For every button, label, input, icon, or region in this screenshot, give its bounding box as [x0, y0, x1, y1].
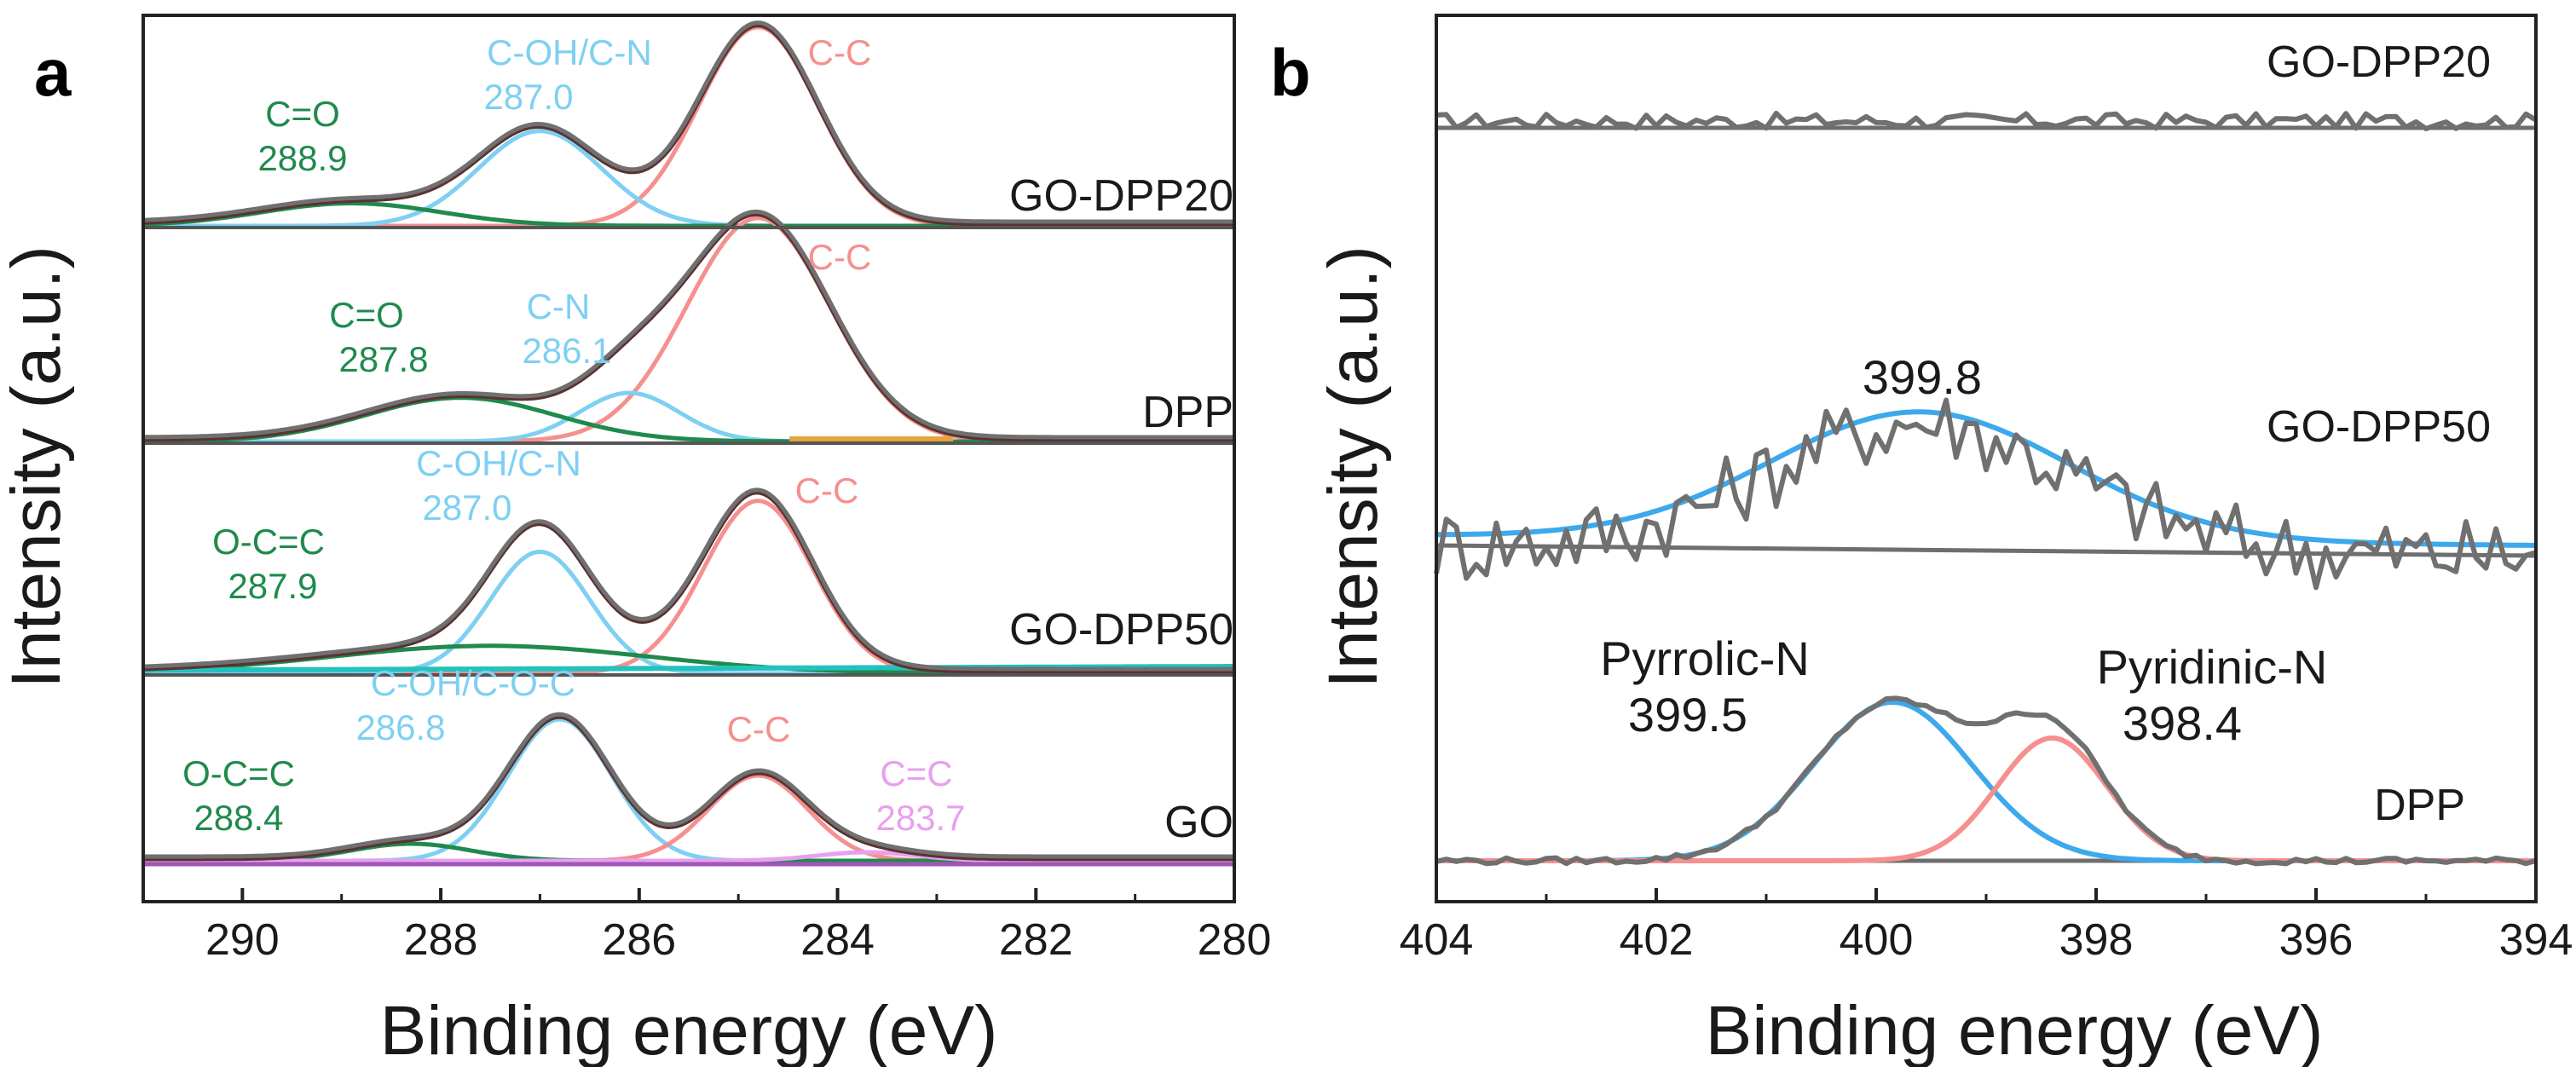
panel-a-go-fit	[143, 712, 1234, 862]
peak-label-dpp-c-n: C-N	[527, 286, 591, 326]
panel-a-label-go-dpp20: GO-DPP20	[1009, 171, 1233, 221]
peak-label-go-dpp50-o-c-c: O-C=C	[212, 522, 325, 562]
panel-b-tick-label: 402	[1620, 915, 1694, 965]
panel-a-tick-label: 284	[800, 915, 875, 965]
panel-b-dpp-component-1	[1436, 735, 2536, 863]
peak-label-dpp-c-o: C=O	[329, 295, 404, 335]
panel-b-label-go-dpp50: GO-DPP50	[2267, 402, 2491, 452]
peak-label-go-c-c-sp2: C=C	[880, 753, 952, 793]
peak-value-go-c-c-sp2: 283.7	[875, 798, 965, 838]
panel-b-label-dpp: DPP	[2374, 781, 2465, 830]
panel-a-dpp-component-1	[143, 390, 1234, 444]
panel-a-letter: a	[34, 35, 72, 110]
peak-label-dpp-c-c: C-C	[808, 237, 872, 277]
panel-b-letter: b	[1270, 35, 1311, 110]
peak-value-go-o-c-c: 288.4	[193, 798, 283, 838]
panel-b-x-tick-labels: 404 402 400 398 396 394	[1400, 915, 2573, 965]
panel-b-xlabel: Binding energy (eV)	[1706, 992, 2324, 1067]
panel-a-x-tick-labels: 290 288 286 284 282 280	[205, 915, 1271, 965]
panel-a-ylabel: Intensity (a.u.)	[0, 245, 75, 689]
panel-a-go-envelope	[143, 712, 1234, 859]
peak-label-go-o-c-c: O-C=C	[182, 753, 295, 793]
panel-a-go-dpp20-envelope	[142, 20, 1234, 224]
panel-a-tick-label: 286	[602, 915, 676, 965]
panel-b-traces	[1434, 111, 2538, 867]
panel-b-tick-label: 396	[2279, 915, 2354, 965]
peak-label-go-dpp20-c-c: C-C	[808, 32, 872, 72]
peak-value-go-c-oh-c-o-c: 286.8	[355, 707, 445, 747]
panel-b-go-dpp50-raw	[1434, 397, 2537, 591]
panel-b-go-dpp20-raw	[1435, 111, 2538, 131]
panel-a-tick-label: 282	[999, 915, 1073, 965]
panel-b-tick-label: 400	[1840, 915, 1914, 965]
panel-b-go-dpp50-baseline	[1435, 543, 2537, 558]
panel-b: b Intensity (a.u.) Binding energy (eV) G…	[1270, 14, 2573, 1067]
peak-label-go-c-oh-c-o-c: C-OH/C-O-C	[371, 663, 575, 703]
panel-b-go-dpp50-peak-value: 399.8	[1863, 350, 1982, 404]
panel-b-pyridinic-label: Pyridinic-N	[2097, 640, 2328, 694]
peak-label-go-dpp50-c-oh: C-OH/C-N	[416, 443, 581, 483]
peak-label-go-dpp20-c-o: C=O	[265, 94, 340, 134]
panel-a-tick-label: 280	[1198, 915, 1272, 965]
panel-b-label-go-dpp20: GO-DPP20	[2267, 37, 2491, 87]
peak-label-go-dpp50-c-c: C-C	[795, 470, 859, 510]
panel-b-ylabel: Intensity (a.u.)	[1314, 245, 1392, 689]
panel-a-go-component-0	[143, 717, 1234, 863]
peak-value-dpp-c-o: 287.8	[338, 339, 428, 379]
panel-a-label-go: GO	[1164, 798, 1233, 847]
panel-a-dpp-envelope	[143, 209, 1234, 440]
panel-b-pyrrolic-value: 399.5	[1628, 688, 1747, 741]
panel-b-pyrrolic-label: Pyrrolic-N	[1600, 632, 1810, 685]
peak-label-go-c-c: C-C	[727, 709, 791, 749]
peak-value-dpp-c-n: 286.1	[522, 331, 611, 371]
panel-b-tick-label: 404	[1400, 915, 1474, 965]
panel-a-xlabel: Binding energy (eV)	[380, 992, 998, 1067]
panel-a-label-dpp: DPP	[1142, 388, 1233, 437]
peak-label-go-dpp20-c-oh: C-OH/C-N	[487, 32, 652, 72]
panel-a-x-ticks	[240, 888, 1236, 902]
panel-a-go-dpp50-envelope	[142, 487, 1234, 672]
panel-a-axes-box	[142, 14, 1236, 903]
panel-a-dpp-fit	[143, 210, 1234, 442]
peak-value-go-dpp50-o-c-c: 287.9	[228, 566, 317, 606]
peak-value-go-dpp50-c-oh: 287.0	[422, 487, 511, 528]
panel-b-pyridinic-value: 398.4	[2123, 696, 2242, 750]
panel-a-dividers	[143, 226, 1234, 677]
panel-a: a Intensity (a.u.) Binding energy (eV) G…	[0, 14, 1271, 1067]
panel-b-tick-label: 394	[2499, 915, 2573, 965]
panel-b-dpp-raw	[1435, 695, 2537, 867]
panel-a-dpp-component-0	[143, 216, 1234, 444]
peak-value-go-dpp20-c-o: 288.9	[257, 138, 347, 178]
peak-value-go-dpp20-c-oh: 287.0	[483, 77, 573, 117]
panel-b-x-ticks	[1435, 888, 2538, 902]
panel-b-tick-label: 398	[2059, 915, 2134, 965]
panel-a-tick-label: 290	[205, 915, 280, 965]
panel-a-tick-label: 288	[404, 915, 478, 965]
panel-a-label-go-dpp50: GO-DPP50	[1009, 605, 1233, 655]
